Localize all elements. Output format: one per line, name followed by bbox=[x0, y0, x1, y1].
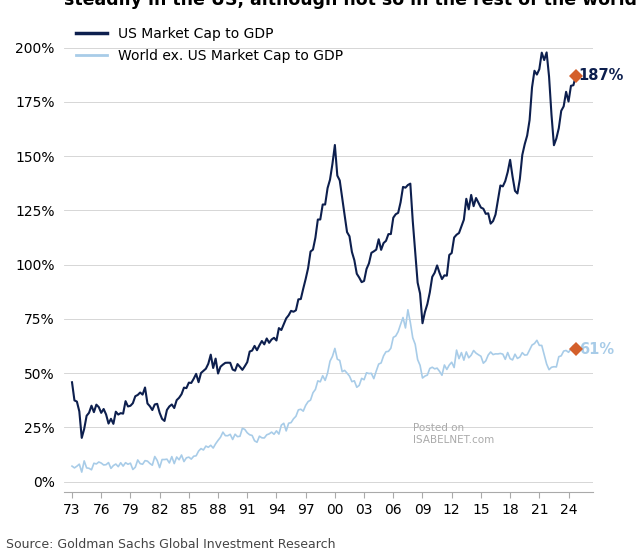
Legend: US Market Cap to GDP, World ex. US Market Cap to GDP: US Market Cap to GDP, World ex. US Marke… bbox=[76, 27, 343, 63]
Text: 187%: 187% bbox=[579, 68, 624, 83]
Text: The share of equity market capitalisation relative to GDP has risen
steadily in : The share of equity market capitalisatio… bbox=[64, 0, 640, 9]
Text: 61%: 61% bbox=[579, 342, 614, 357]
Text: Source: Goldman Sachs Global Investment Research: Source: Goldman Sachs Global Investment … bbox=[6, 538, 336, 551]
Text: Posted on
ISABELNET.com: Posted on ISABELNET.com bbox=[413, 423, 494, 445]
